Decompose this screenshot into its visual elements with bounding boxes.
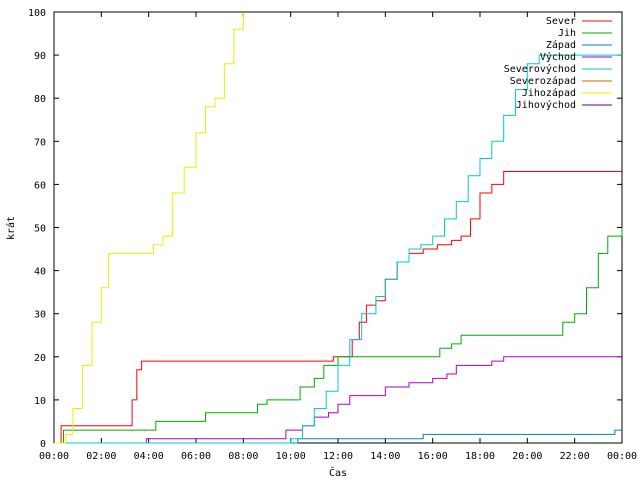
y-axis-label: krát: [5, 216, 17, 240]
x-tick-label: 22:00: [560, 451, 590, 462]
x-tick-label: 02:00: [86, 451, 116, 462]
y-tick-label: 30: [34, 310, 46, 321]
series-line: [54, 54, 622, 444]
y-tick-label: 0: [40, 439, 46, 450]
series-line: [54, 227, 623, 444]
y-tick-label: 60: [34, 180, 46, 191]
series-layer: [54, 12, 623, 444]
x-tick-label: 00:00: [39, 451, 69, 462]
legend-label: Severovýchod: [504, 63, 576, 75]
tick-layer: 00:00 02:00 04:00 06:00 08:00 10:00 12:00 14:00…: [28, 8, 637, 462]
y-tick-label: 70: [34, 137, 46, 148]
legend-label: Východ: [540, 51, 576, 63]
x-tick-label: 08:00: [228, 451, 258, 462]
y-tick-label: 40: [34, 267, 46, 278]
x-tick-label: 18:00: [465, 451, 495, 462]
y-tick-label: 10: [34, 396, 46, 407]
series-line: [54, 356, 622, 444]
legend: SeverJihZápadVýchodSeverovýchodSeverozáp…: [504, 16, 612, 111]
x-tick-label: 14:00: [370, 451, 400, 462]
x-tick-label: 04:00: [134, 451, 164, 462]
legend-label: Jihozápad: [522, 87, 576, 99]
y-tick-label: 90: [34, 51, 46, 62]
legend-label: Západ: [546, 39, 576, 51]
x-tick-label: 10:00: [276, 451, 306, 462]
legend-label: Jihovýchod: [516, 99, 576, 111]
x-tick-label: 00:00: [607, 451, 637, 462]
y-tick-label: 20: [34, 353, 46, 364]
x-tick-label: 06:00: [181, 451, 211, 462]
x-tick-label: 20:00: [512, 451, 542, 462]
y-tick-label: 50: [34, 224, 46, 235]
legend-label: Sever: [546, 16, 576, 27]
legend-label: Severozápad: [510, 75, 576, 87]
legend-label: Jih: [558, 28, 576, 39]
series-line: [54, 171, 622, 444]
y-tick-label: 100: [28, 8, 46, 19]
x-axis-label: Čas: [329, 466, 347, 479]
x-tick-label: 12:00: [323, 451, 353, 462]
y-tick-label: 80: [34, 94, 46, 105]
x-tick-label: 16:00: [418, 451, 448, 462]
series-line: [54, 12, 244, 444]
